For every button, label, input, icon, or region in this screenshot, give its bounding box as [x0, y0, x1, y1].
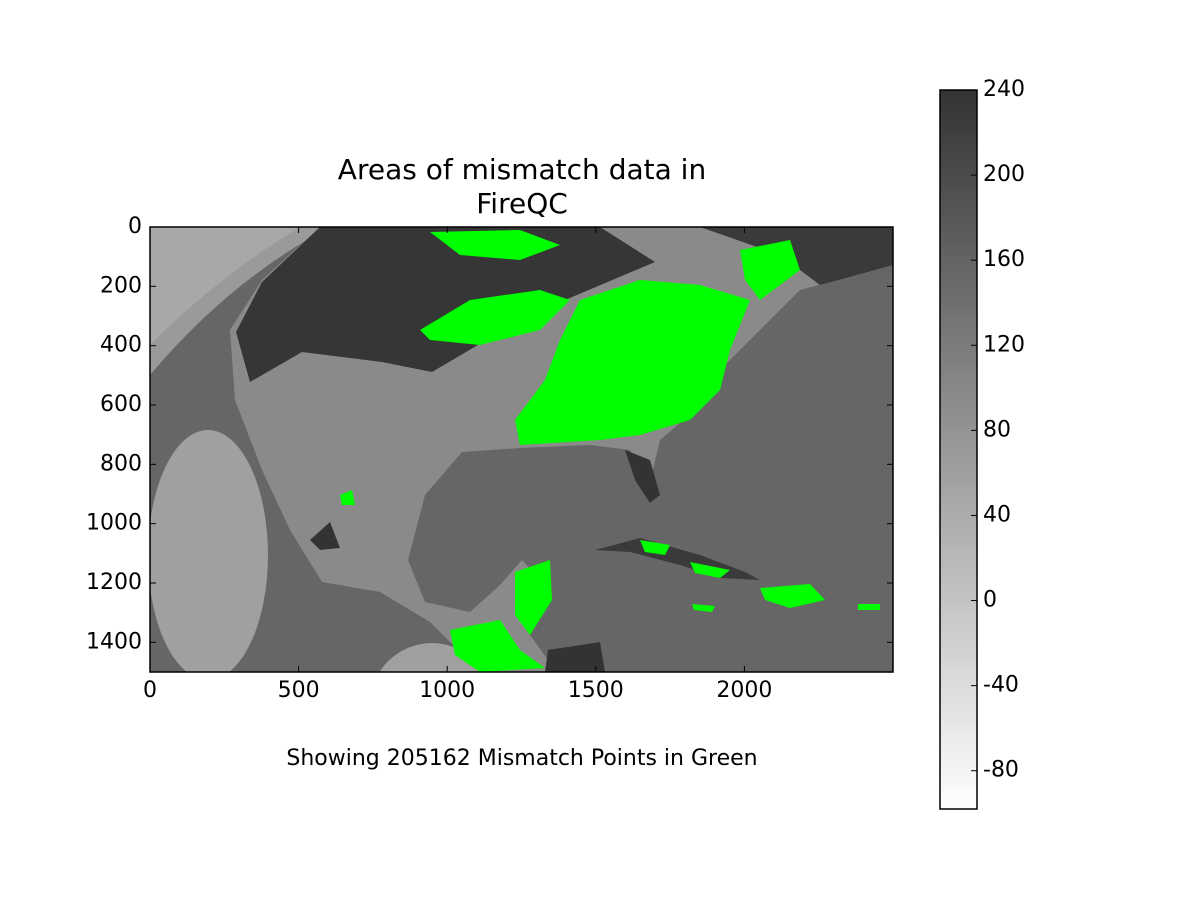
mismatch-area [640, 540, 670, 555]
colorbar-tick-label: -40 [983, 673, 1019, 698]
x-axis-label: Showing 205162 Mismatch Points in Green [286, 746, 757, 771]
mismatch-area [340, 490, 355, 505]
y-tick-label: 200 [100, 273, 142, 298]
colorbar [939, 89, 978, 810]
mismatch-area [858, 604, 880, 610]
x-tick-label: 0 [143, 678, 157, 703]
dark-region [236, 227, 655, 382]
mismatch-area [740, 240, 800, 300]
y-tick-label: 400 [100, 333, 142, 358]
colorbar-tick-label: 80 [983, 417, 1011, 442]
colorbar-tick-label: -80 [983, 758, 1019, 783]
y-tick-label: 1400 [86, 629, 142, 654]
mismatch-area [690, 562, 730, 578]
x-tick-label: 2000 [716, 678, 772, 703]
y-tick-label: 1200 [86, 570, 142, 595]
colorbar-tick-label: 40 [983, 502, 1011, 527]
edge-ellipse [150, 430, 268, 672]
dark-region [310, 522, 340, 550]
mismatch-area [760, 584, 825, 608]
colorbar-tick-label: 200 [983, 162, 1025, 187]
dark-region [545, 642, 605, 672]
edge-region [150, 227, 300, 345]
mismatch-area [450, 620, 545, 672]
x-tick-label: 1000 [419, 678, 475, 703]
chart-title: Areas of mismatch data in FireQC [337, 153, 707, 220]
dark-region [700, 227, 893, 285]
y-tick-label: 1000 [86, 511, 142, 536]
x-tick-label: 1500 [568, 678, 624, 703]
colorbar-tick-label: 160 [983, 247, 1025, 272]
y-tick-label: 600 [100, 392, 142, 417]
mismatch-area [692, 604, 715, 612]
mismatch-area [420, 290, 570, 345]
colorbar-tick-label: 120 [983, 332, 1025, 357]
mismatch-area [515, 560, 552, 635]
mismatch-area [515, 280, 750, 445]
map-image [150, 227, 893, 672]
colorbar-tick-label: 0 [983, 588, 997, 613]
peninsula [625, 450, 660, 503]
x-tick-label: 500 [278, 678, 320, 703]
mismatch-points [340, 230, 880, 672]
colorbar-tick-label: 240 [983, 77, 1025, 102]
y-tick-label: 800 [100, 451, 142, 476]
mismatch-area [430, 230, 560, 260]
y-tick-label: 0 [128, 214, 142, 239]
plot-frame [149, 226, 894, 673]
